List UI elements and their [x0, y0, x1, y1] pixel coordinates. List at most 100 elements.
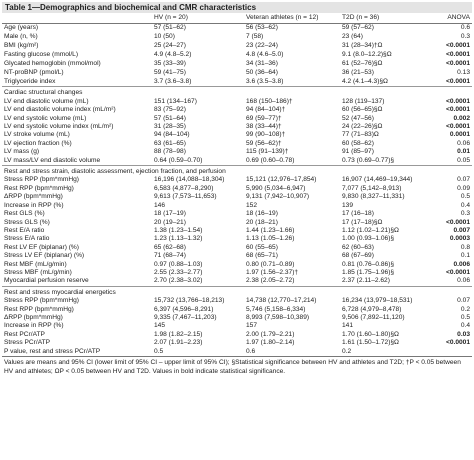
- anova-cell: 0.006: [453, 260, 470, 268]
- cell: 57 (51–64): [154, 114, 186, 122]
- cell: 94 (84–104)†: [246, 106, 286, 114]
- cell: 60 (56–65)§Ω: [342, 106, 383, 114]
- anova-cell: <0.0001: [445, 78, 470, 85]
- row-label: Rest RPP (bpm*mmHg): [4, 305, 74, 313]
- cell: 15,121 (12,976–17,854): [246, 176, 317, 184]
- column-header: T2D (n = 36): [340, 13, 428, 24]
- anova-cell: <0.0001: [445, 42, 470, 49]
- anova-cell: <0.0001: [445, 51, 470, 58]
- anova-cell: 0.5: [460, 313, 470, 321]
- cell: 1.13 (1.05–1.26): [246, 235, 295, 243]
- cell: 23 (64): [342, 33, 363, 40]
- table-title: Table 1—Demographics and biochemical and…: [2, 2, 472, 13]
- cell: 0.73 (0.69–0.77)§: [342, 156, 395, 164]
- cell: 68 (67–69): [342, 252, 374, 260]
- row-label: Stress RPP (bpm*mmHg): [4, 297, 79, 305]
- cell: 57 (51–62): [154, 24, 186, 31]
- cell: 83 (75–92): [154, 106, 186, 114]
- row-label: ΔRPP (bpm*mmHg): [4, 313, 63, 321]
- row-label: Stress PCr/ATP: [4, 339, 51, 347]
- cell: 94 (84–104): [154, 131, 190, 139]
- cell: 2.38 (2.05–2.72): [246, 277, 295, 285]
- data-row: Rest E/A ratio 1.38 (1.23–1.54) 1.44 (1.23…: [2, 227, 472, 235]
- row-label: LV end systolic volume index (mL/m²): [4, 123, 114, 131]
- row-label: Fasting glucose (mmol/L): [4, 51, 79, 58]
- cell: 6,397 (4,596–8,291): [154, 305, 214, 313]
- row-label: LV mass/LV end diastolic volume: [4, 156, 101, 164]
- cell: 1.61 (1.50–1.72)§Ω: [342, 339, 399, 347]
- cell: 9,613 (7,573–11,653): [154, 193, 217, 201]
- data-row: ΔRPP (bpm*mmHg) 9,335 (7,467–11,203) 8,993…: [2, 314, 472, 322]
- cell: 15,732 (13,766–18,213): [154, 297, 225, 305]
- anova-cell: 0.03: [457, 330, 470, 338]
- anova-cell: 0.3: [460, 210, 470, 218]
- row-label: Age (years): [4, 24, 39, 31]
- cell: 99 (90–108)†: [246, 131, 286, 139]
- anova-cell: <0.0001: [445, 218, 470, 226]
- data-row: ΔRPP (bpm*mmHg) 9,613 (7,573–11,653) 9,131…: [2, 193, 472, 201]
- row-label: Stress GLS (%): [4, 218, 50, 226]
- cell: 77 (71–83)Ω: [342, 131, 379, 139]
- cell: 63 (61–65): [154, 139, 186, 147]
- anova-cell: 0.0003: [449, 235, 470, 243]
- row-label: BMI (kg/m²): [4, 42, 39, 49]
- column-header: HV (n = 20): [152, 13, 244, 24]
- data-row: LV end diastolic volume index (mL/m²) 83 …: [2, 106, 472, 114]
- cell: 4.9 (4.8–5.2): [154, 51, 192, 58]
- row-label: LV end diastolic volume index (mL/m²): [4, 106, 116, 114]
- data-row: P value, rest and stress PCr/ATP 0.5 0.6 0.…: [2, 348, 472, 356]
- cell: 24 (22–26)§Ω: [342, 123, 383, 131]
- footnote: Values are means and 95% CI (lower limit…: [2, 356, 472, 376]
- row-label: Stress E/A ratio: [4, 235, 50, 243]
- cell: 25 (24–27): [154, 42, 186, 49]
- section-row: Cardiac structural changes: [2, 86, 472, 98]
- row-label: Increase in RPP (%): [4, 201, 64, 209]
- row-label: LV end systolic volume (mL): [4, 114, 87, 122]
- data-row: Rest RPP (bpm*mmHg) 6,397 (4,596–8,291) 5,…: [2, 306, 472, 314]
- table: HV (n = 20) Veteran athletes (n = 12) T2D …: [2, 13, 472, 356]
- cell: 23 (22–24): [246, 42, 278, 49]
- anova-cell: 0.07: [457, 297, 470, 305]
- section-heading: Rest and stress strain, diastolic assess…: [2, 165, 244, 177]
- cell: 71 (68–74): [154, 252, 186, 260]
- data-row: Rest LV EF (biplanar) (%) 65 (62–68) 60 (5…: [2, 244, 472, 252]
- spacer: [244, 165, 472, 177]
- spacer: [428, 348, 472, 356]
- cell: 7 (58): [246, 33, 264, 40]
- spacer: [244, 285, 472, 298]
- anova-cell: 0.5: [460, 193, 470, 201]
- row-label: Rest RPP (bpm*mmHg): [4, 184, 74, 192]
- data-row: Myocardial perfusion reserve 2.70 (2.38–3…: [2, 277, 472, 286]
- cell: 4.2 (4.1–4.3)§Ω: [342, 78, 388, 85]
- cell: 52 (47–56): [342, 114, 374, 122]
- data-row: Increase in RPP (%) 145 157 141 0.4: [2, 322, 472, 330]
- row-label: Rest MBF (mL/g/min): [4, 260, 67, 268]
- section-row: Rest and stress myocardial energetics: [2, 285, 472, 298]
- cell: 0.64 (0.59–0.70): [154, 156, 203, 164]
- cell: 9,131 (7,942–10,907): [246, 193, 310, 201]
- cell: 146: [154, 201, 166, 209]
- row-label: Stress RPP (bpm*mmHg): [4, 176, 79, 184]
- anova-cell: 0.01: [457, 148, 470, 156]
- row-label: NT-proBNP (pmol/L): [4, 69, 64, 76]
- data-row: Stress LV EF (biplanar) (%) 71 (68–74) 68 …: [2, 252, 472, 260]
- cell: 1.85 (1.75–1.96)§: [342, 268, 395, 276]
- anova-cell: 0.05: [457, 156, 470, 164]
- anova-cell: <0.0001: [445, 339, 470, 347]
- cell: 6,728 (4,979–8,478): [342, 305, 402, 313]
- cell: 0.5: [154, 347, 164, 355]
- cell: 2.37 (2.11–2.62): [342, 277, 390, 285]
- data-row: Rest MBF (mL/g/min) 0.97 (0.88–1.03) 0.80 …: [2, 261, 472, 269]
- row-label: ΔRPP (bpm*mmHg): [4, 193, 63, 201]
- cell: 65 (62–68): [154, 243, 186, 251]
- cell: 5,746 (5,158–6,334): [246, 305, 306, 313]
- anova-cell: 0.07: [457, 176, 470, 184]
- cell: 157: [246, 322, 258, 330]
- cell: 68 (65–71): [246, 252, 278, 260]
- data-row: LV mass/LV end diastolic volume 0.64 (0.5…: [2, 157, 472, 166]
- cell: 36 (21–53): [342, 69, 374, 76]
- cell: 0.2: [342, 347, 352, 355]
- anova-cell: 0.2: [460, 305, 470, 313]
- cell: 0.6: [246, 347, 256, 355]
- cell: 16,196 (14,088–18,304): [154, 176, 225, 184]
